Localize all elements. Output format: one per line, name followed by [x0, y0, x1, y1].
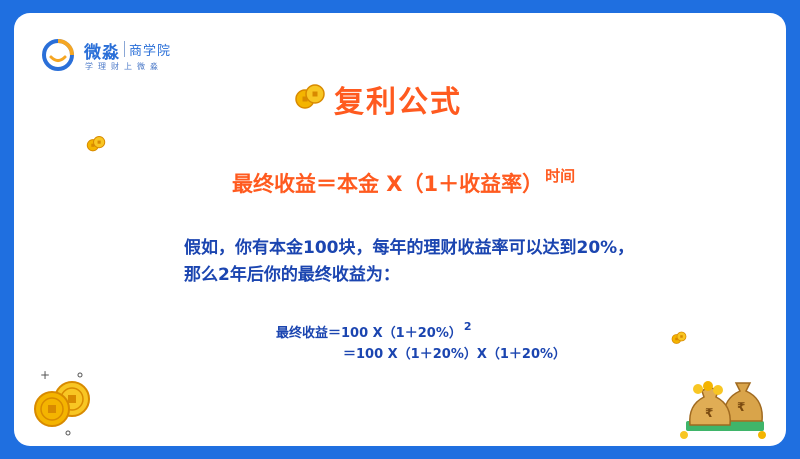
description-line-1: 假如，你有本金100块，每年的理财收益率可以达到20%，	[184, 238, 635, 258]
compound-interest-formula: 最终收益＝本金 X（1＋收益率） 时间	[232, 167, 576, 198]
brand-slogan: 学理财上微淼	[85, 62, 163, 71]
calculation-line-2: ＝100 X（1＋20%）X（1＋20%）	[343, 347, 567, 362]
calculation-line-1-text: 最终收益＝100 X（1＋20%）	[276, 326, 462, 341]
description-line-2: 那么2年后你的最终收益为：	[184, 265, 400, 285]
coin-icon	[86, 136, 106, 152]
formula-exponent: 时间	[545, 167, 576, 185]
calculation-line-1: 最终收益＝100 X（1＋20%） 2	[276, 320, 566, 344]
svg-text:₹: ₹	[705, 406, 713, 420]
formula-text: 最终收益＝本金 X（1＋收益率）	[232, 172, 544, 196]
example-description: 假如，你有本金100块，每年的理财收益率可以达到20%， 那么2年后你的最终收益…	[184, 235, 634, 289]
coin-icon: +	[34, 368, 90, 436]
slide-card: 微淼 商学院 学理财上微淼 复利公式 最终收益＝本金 X（1＋收益率） 时间 假如…	[14, 13, 786, 446]
coin-icon	[671, 331, 687, 344]
calculation-block: 最终收益＝100 X（1＋20%） 2 ＝100 X（1＋20%）X（1＋20%）	[276, 320, 567, 365]
svg-text:+: +	[40, 368, 50, 382]
logo-icon	[42, 39, 74, 71]
page-title: 复利公式	[334, 85, 462, 120]
svg-text:₹: ₹	[737, 400, 745, 414]
calculation-exponent: 2	[463, 320, 472, 333]
coin-icon	[295, 84, 325, 109]
brand-name: 微淼	[84, 43, 120, 63]
brand-subtitle: 商学院	[129, 44, 172, 59]
brand-logo: 微淼 商学院 学理财上微淼	[40, 35, 240, 79]
brand-divider	[124, 41, 125, 57]
money-bag-icon: ₹ ₹	[680, 381, 766, 439]
